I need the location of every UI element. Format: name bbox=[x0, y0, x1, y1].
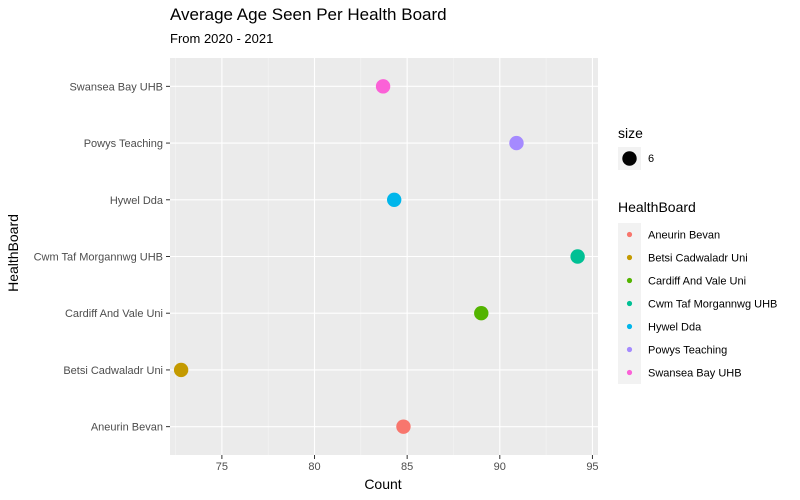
x-tick-label: 90 bbox=[494, 461, 506, 473]
legend-key-hywel-dda bbox=[626, 323, 633, 330]
chart-title: Average Age Seen Per Health Board bbox=[170, 5, 447, 24]
legend-label-swansea-bay-uhb: Swansea Bay UHB bbox=[648, 368, 742, 380]
legend-key-cardiff-and-vale-uni bbox=[626, 277, 633, 284]
x-tick-label: 80 bbox=[308, 461, 320, 473]
y-tick-label-aneurin-bevan: Aneurin Bevan bbox=[91, 422, 163, 434]
legend-label-cardiff-and-vale-uni: Cardiff And Vale Uni bbox=[648, 276, 746, 288]
legend-key-betsi-cadwaladr-uni bbox=[626, 254, 633, 261]
y-tick-label-cardiff-and-vale-uni: Cardiff And Vale Uni bbox=[65, 308, 163, 320]
x-tick-label: 95 bbox=[586, 461, 598, 473]
legend-label-cwm-taf-morgannwg-uhb: Cwm Taf Morgannwg UHB bbox=[648, 299, 777, 311]
y-axis-title: HealthBoard bbox=[5, 214, 21, 292]
legend-label-size: 6 bbox=[648, 153, 654, 165]
legend-label-powys-teaching: Powys Teaching bbox=[648, 345, 727, 357]
x-tick-label: 85 bbox=[401, 461, 413, 473]
y-tick-label-swansea-bay-uhb: Swansea Bay UHB bbox=[69, 81, 163, 93]
point-swansea-bay-uhb bbox=[375, 79, 391, 94]
legend: size 6 HealthBoard Aneurin Bevan Betsi Cadwa… bbox=[618, 125, 777, 384]
legend-label-aneurin-bevan: Aneurin Bevan bbox=[648, 230, 720, 242]
legend-key-size bbox=[622, 151, 637, 166]
y-axis: Aneurin Bevan Betsi Cadwaladr Uni Cardiff … bbox=[34, 81, 170, 434]
x-axis-title: Count bbox=[364, 476, 401, 492]
legend-key-cwm-taf-morgannwg-uhb bbox=[626, 300, 633, 307]
legend-title-size: size bbox=[618, 125, 643, 141]
point-betsi-cadwaladr-uni bbox=[173, 362, 189, 378]
y-tick-label-betsi-cadwaladr-uni: Betsi Cadwaladr Uni bbox=[63, 365, 163, 377]
point-cwm-taf-morgannwg-uhb bbox=[570, 249, 585, 264]
legend-key-aneurin-bevan bbox=[626, 231, 633, 238]
legend-title-healthboard: HealthBoard bbox=[618, 199, 696, 215]
legend-key-powys-teaching bbox=[626, 346, 633, 353]
legend-label-hywel-dda: Hywel Dda bbox=[648, 322, 702, 334]
point-powys-teaching bbox=[509, 135, 524, 151]
point-aneurin-bevan bbox=[396, 419, 411, 434]
y-tick-label-hywel-dda: Hywel Dda bbox=[110, 195, 164, 207]
legend-label-betsi-cadwaladr-uni: Betsi Cadwaladr Uni bbox=[648, 253, 748, 265]
major-gridlines bbox=[170, 58, 598, 455]
point-cardiff-and-vale-uni bbox=[474, 306, 489, 321]
chart-subtitle: From 2020 - 2021 bbox=[170, 31, 273, 46]
y-tick-label-cwm-taf-morgannwg-uhb: Cwm Taf Morgannwg UHB bbox=[34, 252, 163, 264]
x-axis: 75 80 85 90 95 bbox=[216, 455, 599, 473]
point-hywel-dda bbox=[386, 192, 402, 207]
legend-key-swansea-bay-uhb bbox=[626, 369, 633, 376]
y-tick-label-powys-teaching: Powys Teaching bbox=[84, 138, 163, 150]
data-points bbox=[173, 79, 585, 434]
x-tick-label: 75 bbox=[216, 461, 228, 473]
